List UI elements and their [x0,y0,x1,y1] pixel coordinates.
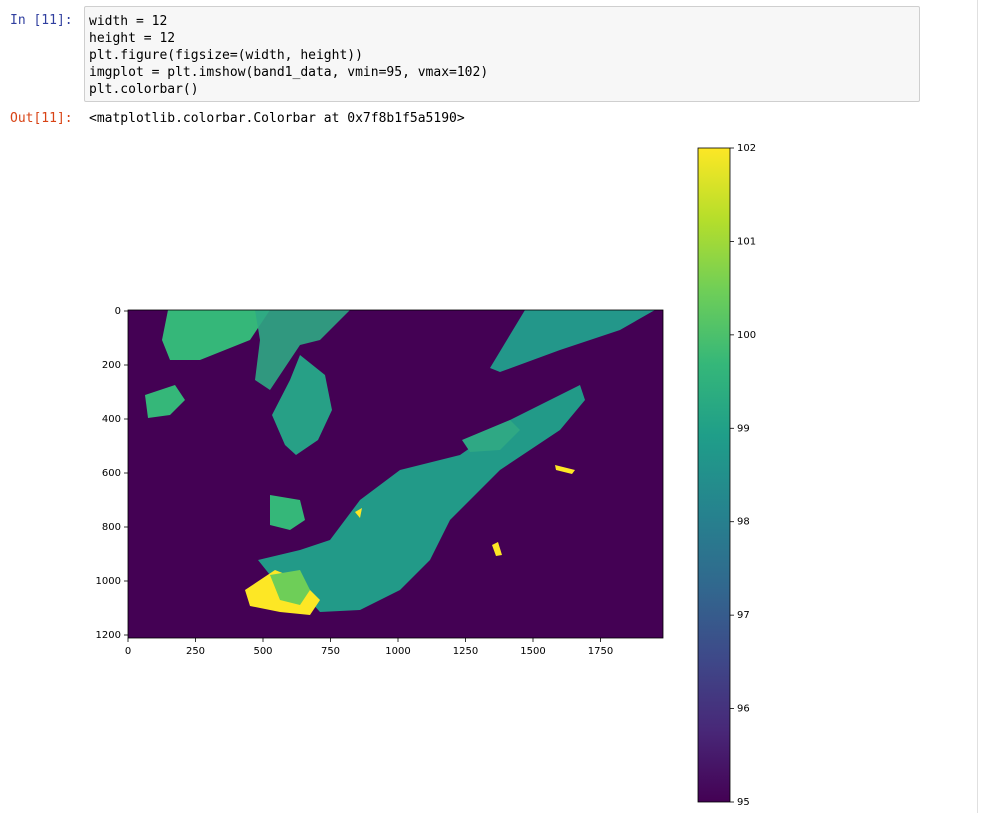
y-tick-label: 0 [115,306,121,317]
code-line: imgplot = plt.imshow(band1_data, vmin=95… [89,65,489,80]
code-line: plt.figure(figsize=(width, height)) [89,48,363,63]
colorbar-tick-label: 99 [737,423,750,434]
input-prompt: In [11]: [10,13,73,28]
y-tick-label: 1200 [96,630,121,641]
y-tick-label: 400 [102,414,121,425]
x-tick-label: 250 [186,646,205,657]
code-line: height = 12 [89,31,176,46]
colorbar-tick-label: 98 [737,517,750,528]
code-line: plt.colorbar() [89,82,199,97]
output-prompt: Out[11]: [10,111,73,126]
colorbar-tick-label: 101 [737,236,756,247]
colorbar-tick-label: 95 [737,797,750,808]
colorbar-tick-label: 100 [737,330,756,341]
y-tick-label: 200 [102,360,121,371]
y-tick-label: 1000 [96,576,121,587]
code-cell[interactable]: width = 12 height = 12 plt.figure(figsize=… [84,6,920,102]
x-tick-label: 500 [253,646,272,657]
axes-frame [127,309,664,639]
x-tick-label: 1750 [588,646,613,657]
image [128,310,663,638]
x-tick-label: 750 [321,646,340,657]
x-tick-label: 1000 [385,646,410,657]
colorbar-tick-label: 102 [737,143,756,154]
x-tick-label: 0 [125,646,131,657]
y-tick-label: 800 [102,522,121,533]
x-tick-label: 1250 [453,646,478,657]
output-text: <matplotlib.colorbar.Colorbar at 0x7f8b1… [89,111,465,126]
colorbar-tick-label: 96 [737,704,750,715]
x-tick-label: 1500 [520,646,545,657]
code-line: width = 12 [89,14,168,29]
colorbar [697,147,731,803]
y-tick-label: 600 [102,468,121,479]
colorbar-tick-label: 97 [737,610,750,621]
cell-border [977,0,978,813]
